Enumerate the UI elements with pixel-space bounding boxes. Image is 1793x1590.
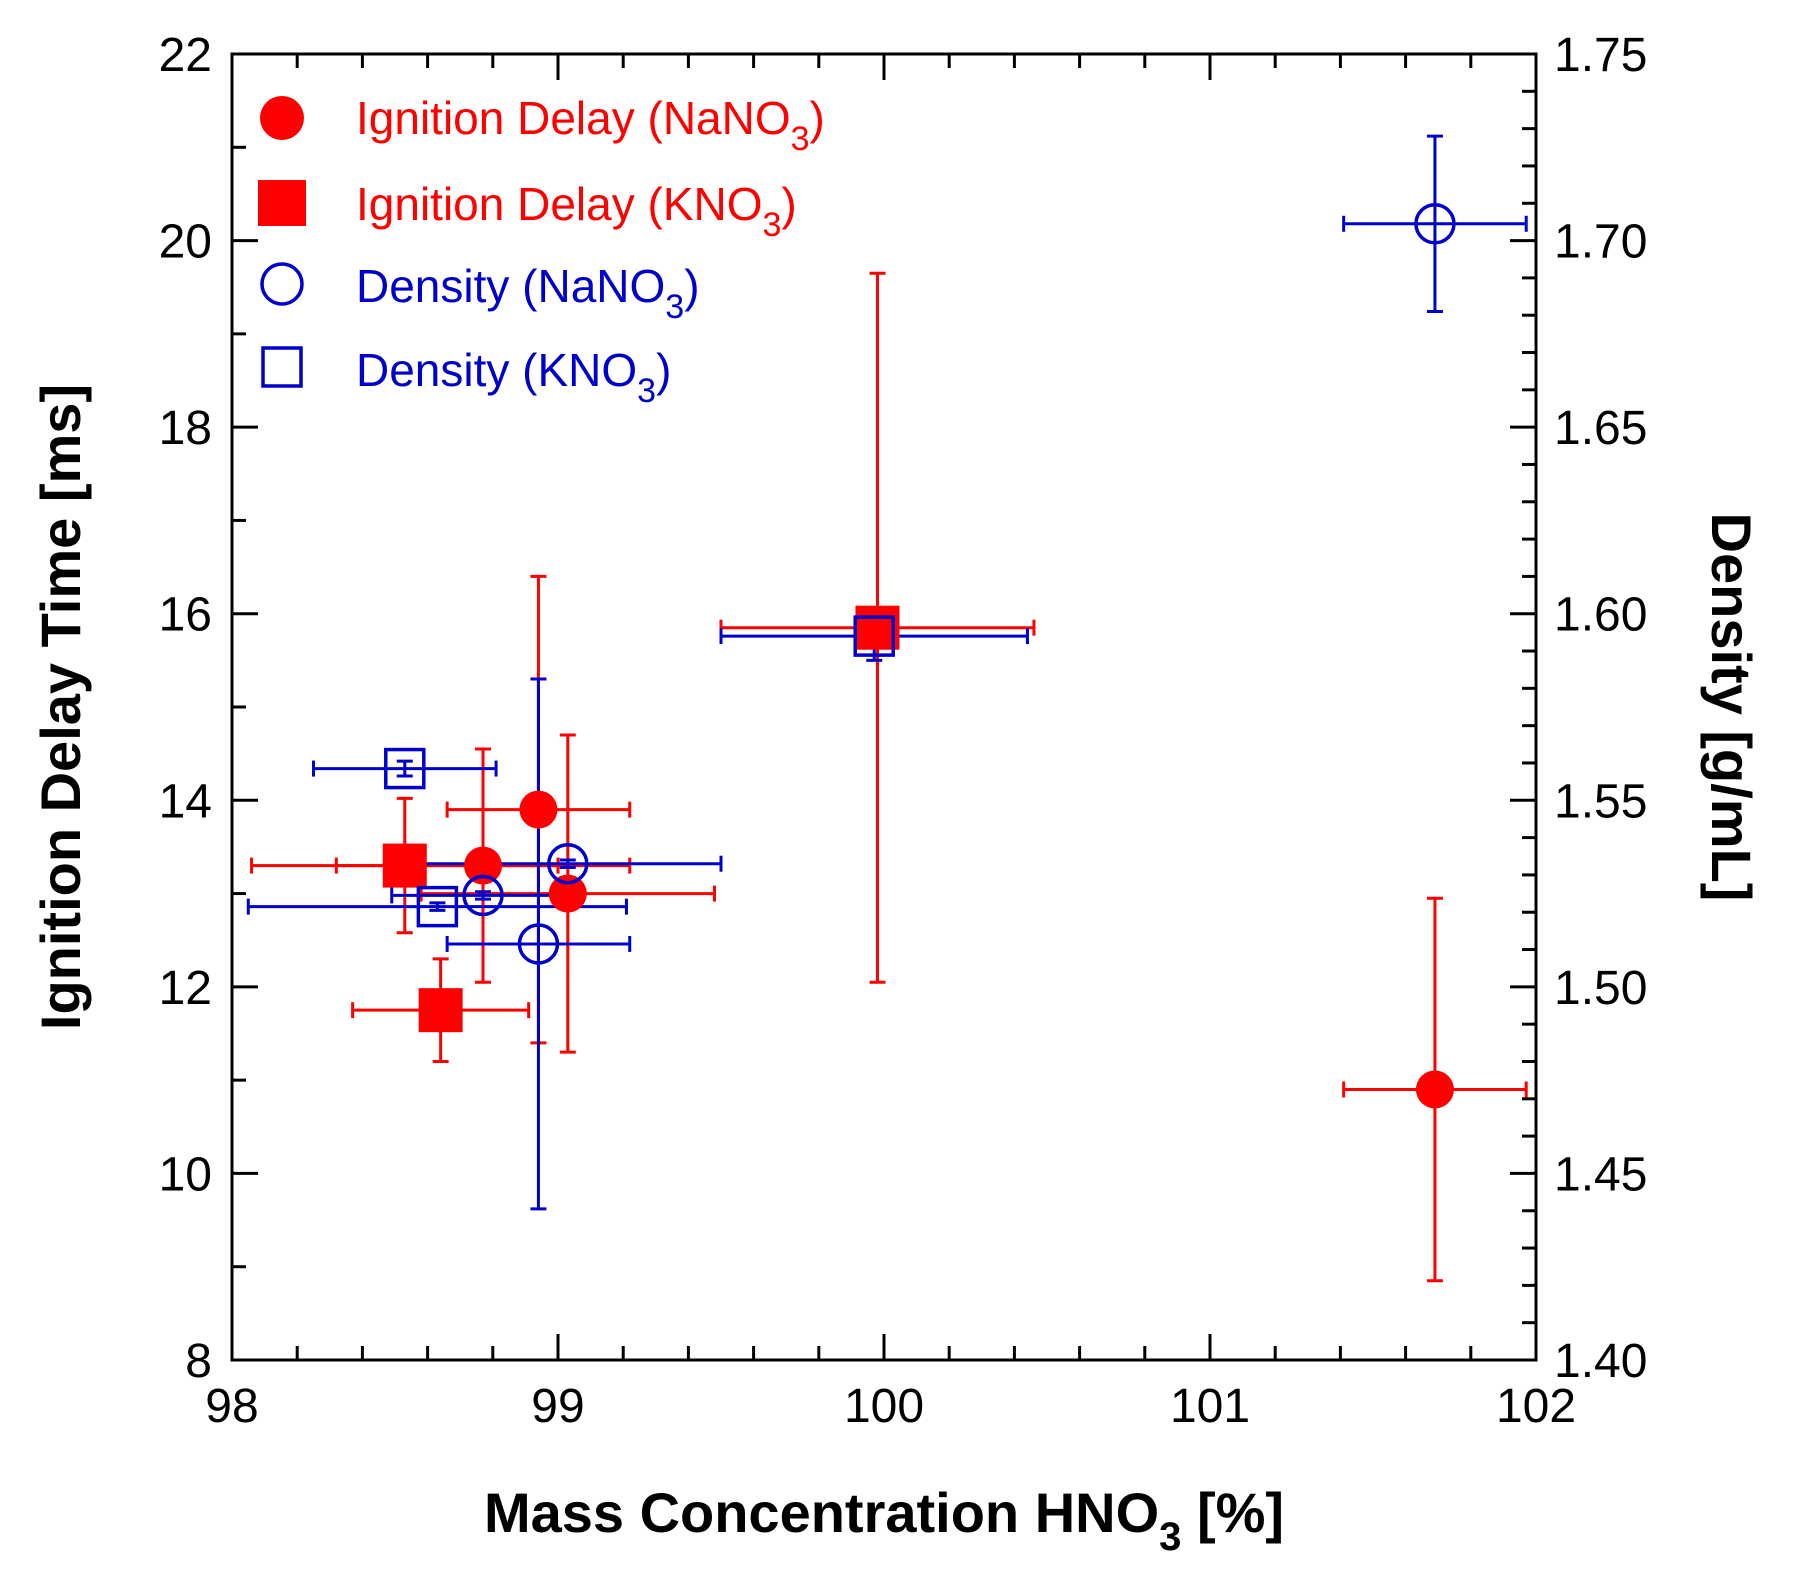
x-tick-label: 101 [1170,1380,1250,1433]
x-tick-label: 102 [1496,1380,1576,1433]
y-right-tick-label: 1.65 [1554,402,1647,455]
data-point-open-square-right [384,747,426,790]
y-left-tick-label: 22 [159,29,212,82]
data-point-filled-circle-left [548,874,587,913]
y-left-tick-label: 10 [159,1148,212,1201]
legend-label-suffix: ) [684,260,699,312]
y-right-tick-label: 1.40 [1554,1335,1647,1388]
error-bar [1342,134,1528,313]
y-right-axis-title: Density [g/mL] [1700,513,1763,902]
legend-label: Ignition Delay (KNO3) [356,178,797,244]
x-axis-title-subscript: 3 [1159,1515,1181,1559]
y-right-tick-label: 1.75 [1554,29,1647,82]
legend-label: Density (NaNO3) [356,260,700,326]
data-point-filled-circle-left [464,846,503,885]
legend-marker-filled-square [258,180,306,226]
data-point-filled-circle-left [1415,1070,1454,1109]
legend-label-subscript: 3 [637,372,656,410]
legend-label-main: Ignition Delay (NaNO [356,92,791,144]
error-bar [312,759,498,778]
y-left-tick-label: 20 [159,216,212,269]
y-left-tick-label: 12 [159,962,212,1015]
y-right-tick-label: 1.60 [1554,589,1647,642]
y-left-axis-title: Ignition Delay Time [ms] [29,384,92,1030]
data-point-open-circle-right [1414,203,1456,245]
axes-layer [230,52,1538,1362]
y-left-tick-label: 16 [159,589,212,642]
data-point-open-circle-right [547,842,589,885]
error-bar [445,677,632,1211]
legend-label-subscript: 3 [763,206,782,244]
legend-label: Density (KNO3) [356,344,671,410]
data-point-open-circle-right [517,923,560,965]
markers-layer [382,203,1456,1109]
plot-frame [230,52,1538,1362]
legend-marker-open-circle [260,262,304,306]
x-tick-label: 99 [531,1380,584,1433]
legend-label-main: Density (KNO [356,344,637,396]
data-point-filled-square-left [418,988,463,1033]
legend-label-suffix: ) [656,344,671,396]
data-point-open-square-right [853,615,895,657]
x-tick-label: 100 [844,1380,924,1433]
x-axis-title: Mass Concentration HNO3 [%] [484,1481,1284,1559]
legend-marker-open-square [261,346,303,388]
x-axis-title-main: Mass Concentration HNO [484,1481,1159,1544]
y-right-tick-label: 1.70 [1554,216,1647,269]
legend-label-suffix: ) [810,92,825,144]
legend-label-suffix: ) [781,178,796,230]
y-left-tick-label: 14 [159,775,212,828]
legend-label-main: Density (NaNO [356,260,665,312]
legend-marker-filled-circle [260,96,304,140]
legend-label-subscript: 3 [791,120,810,158]
legend-label: Ignition Delay (NaNO3) [356,92,825,158]
x-tick-label: 98 [205,1380,258,1433]
y-right-tick-label: 1.45 [1554,1148,1647,1201]
data-point-open-circle-right [462,874,504,917]
y-right-tick-label: 1.50 [1554,962,1647,1015]
x-axis-title-suffix: [%] [1181,1481,1284,1544]
y-left-tick-label: 18 [159,402,212,455]
legend: Ignition Delay (NaNO3)Ignition Delay (KN… [258,92,825,410]
y-right-tick-label: 1.55 [1554,775,1647,828]
legend-label-subscript: 3 [665,288,684,326]
data-point-filled-circle-left [519,790,558,829]
y-left-tick-label: 8 [185,1335,212,1388]
data-point-open-square-right [416,885,459,928]
labels-layer: 98 99 100 101 102 8 10 12 14 16 18 20 22 1.40 1.45 1.50… [29,29,1763,1559]
legend-label-main: Ignition Delay (KNO [356,178,763,230]
data-point-filled-square-left [382,843,427,888]
